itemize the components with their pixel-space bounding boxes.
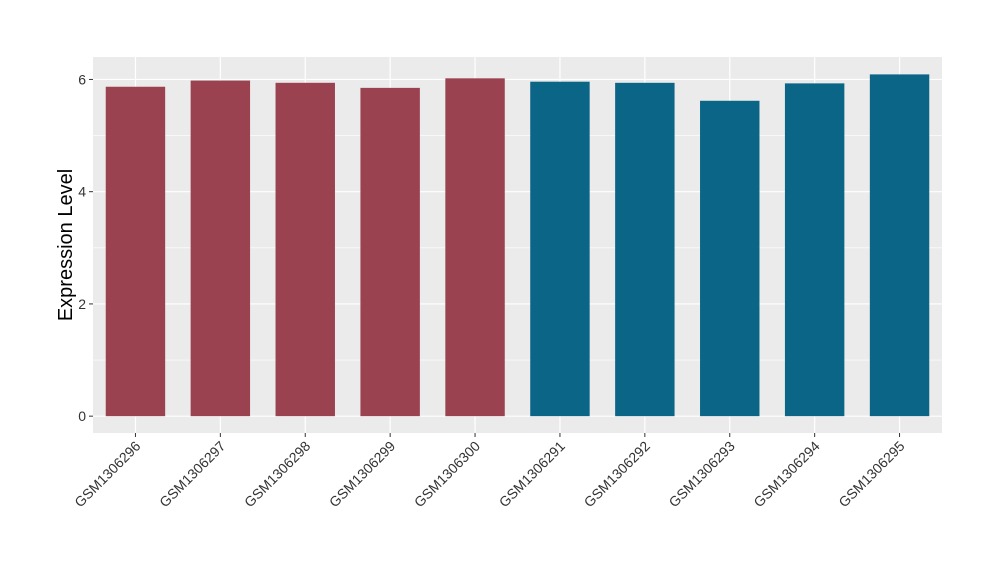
bar-GSM1306294 — [784, 83, 845, 417]
y-tick-label: 2 — [78, 296, 86, 312]
bar-GSM1306292 — [615, 82, 675, 417]
y-tick-label: 4 — [78, 184, 86, 200]
x-tick-label: GSM1306291 — [496, 438, 569, 511]
bar-GSM1306297 — [190, 80, 251, 417]
bar-GSM1306296 — [105, 86, 166, 417]
x-tick-label: GSM1306298 — [241, 438, 314, 511]
bar-GSM1306300 — [445, 78, 505, 417]
x-tick-label: GSM1306300 — [411, 438, 484, 511]
bar-GSM1306298 — [275, 82, 335, 417]
y-axis-label: Expression Level — [55, 169, 77, 321]
x-tick-label: GSM1306295 — [835, 438, 908, 511]
x-tick-label: GSM1306299 — [326, 438, 399, 511]
x-tick-label: GSM1306297 — [156, 438, 229, 511]
x-tick-label: GSM1306292 — [581, 438, 654, 511]
y-tick-label: 0 — [78, 408, 86, 424]
bar-GSM1306291 — [530, 81, 590, 417]
bar-GSM1306293 — [700, 100, 760, 417]
x-tick-label: GSM1306293 — [665, 438, 738, 511]
bar-GSM1306299 — [360, 87, 420, 417]
x-tick-label: GSM1306296 — [71, 438, 144, 511]
bar-GSM1306295 — [869, 74, 930, 417]
y-tick-label: 6 — [78, 71, 86, 87]
x-tick-label: GSM1306294 — [750, 438, 823, 511]
